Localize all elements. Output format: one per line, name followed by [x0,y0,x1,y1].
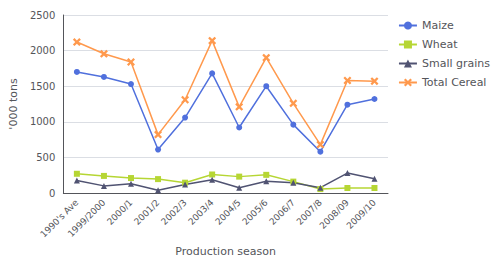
svg-text:2001/2: 2001/2 [132,197,161,226]
svg-text:Production season: Production season [175,245,276,258]
svg-text:1990's Ave: 1990's Ave [38,197,81,240]
svg-text:500: 500 [36,152,55,163]
svg-text:2008/09: 2008/09 [317,197,351,231]
svg-text:1500: 1500 [30,81,55,92]
svg-text:0: 0 [49,188,55,199]
svg-text:2005/6: 2005/6 [240,197,270,227]
svg-text:2000/1: 2000/1 [105,197,134,226]
svg-text:2003/4: 2003/4 [186,197,216,227]
svg-text:2004/5: 2004/5 [213,197,242,226]
svg-text:Maize: Maize [422,19,454,32]
svg-text:Small grains: Small grains [422,57,490,70]
svg-text:Total Cereal: Total Cereal [421,76,486,89]
svg-text:1000: 1000 [30,116,55,127]
svg-text:2002/3: 2002/3 [159,197,188,226]
svg-text:2500: 2500 [30,10,55,21]
svg-text:1999/2000: 1999/2000 [66,197,108,239]
svg-text:2007/8: 2007/8 [294,197,324,227]
svg-text:2006/7: 2006/7 [267,197,296,226]
svg-text:Wheat: Wheat [422,38,458,51]
svg-text:'000 tons: '000 tons [7,78,20,130]
svg-text:2009/10: 2009/10 [345,197,379,231]
svg-text:2000: 2000 [30,45,55,56]
